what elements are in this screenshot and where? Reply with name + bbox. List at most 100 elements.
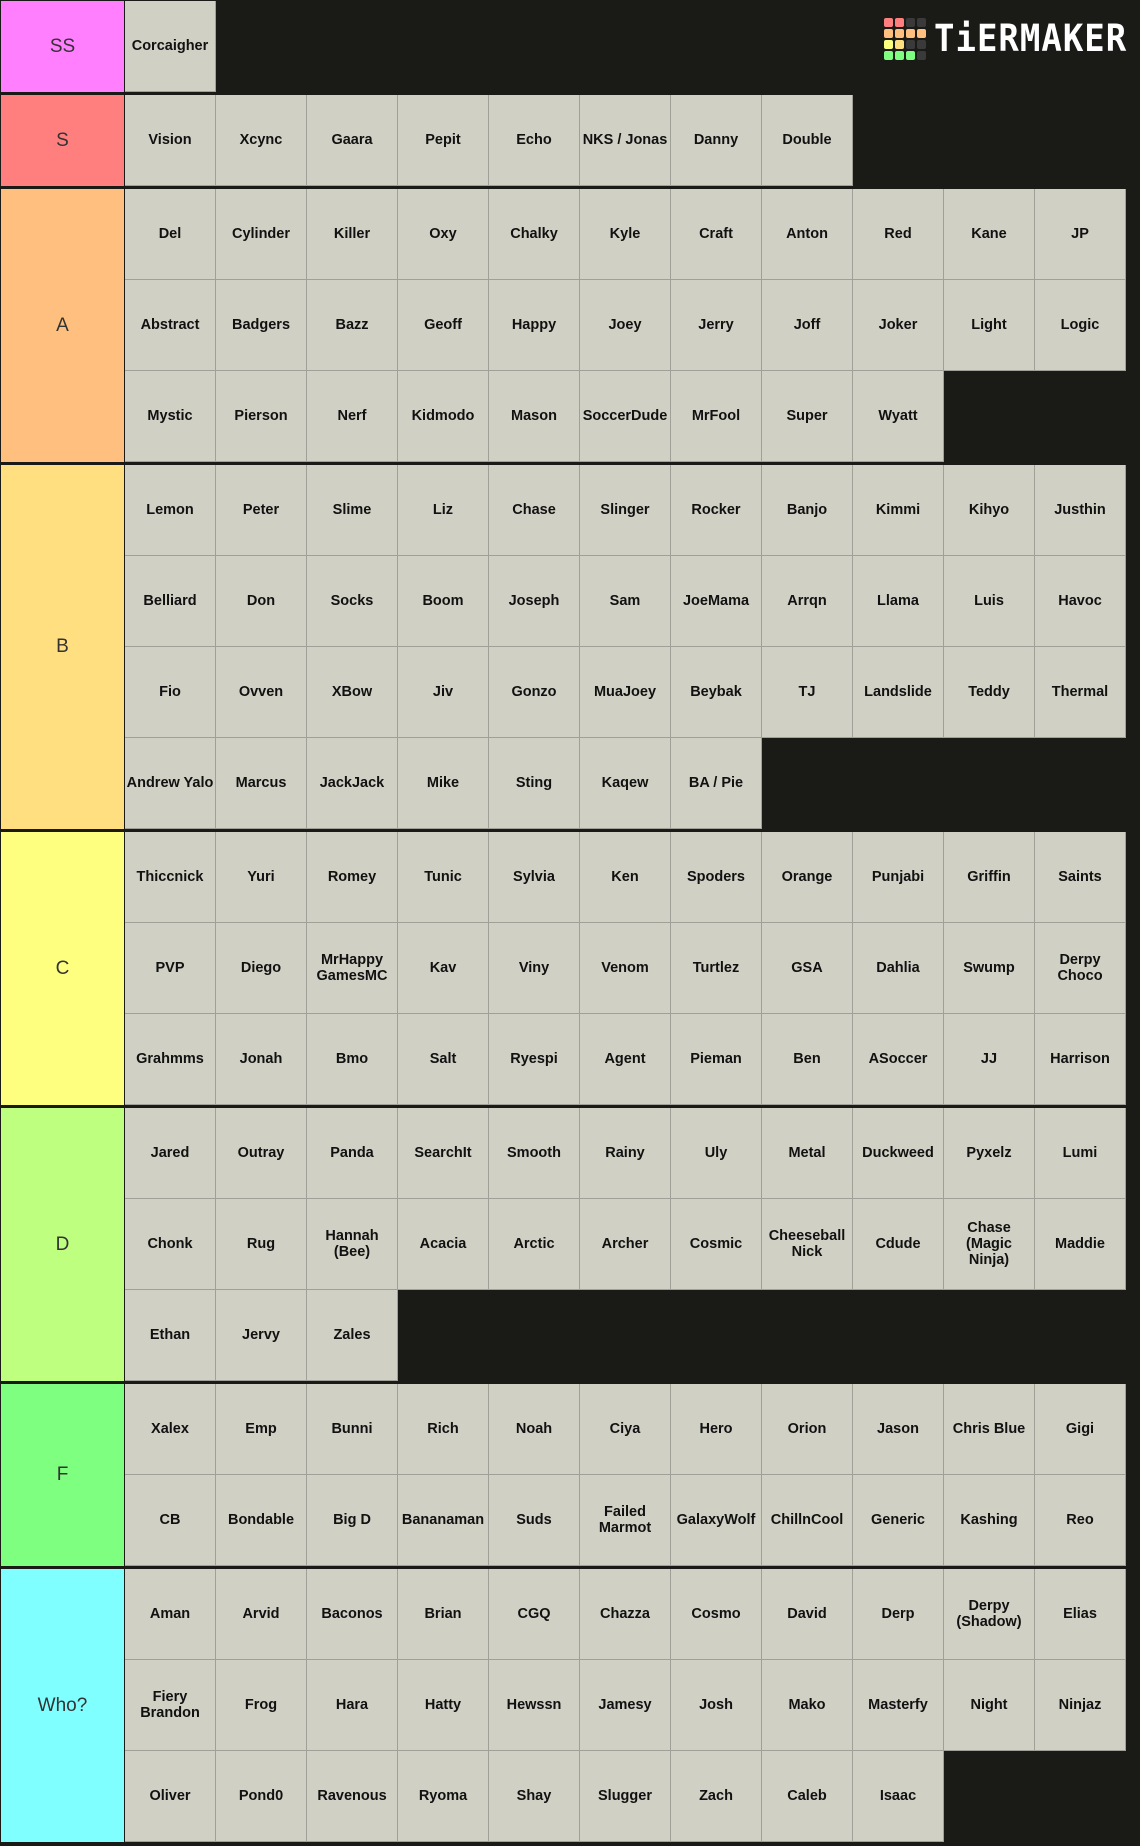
tier-item[interactable]: Kav [398,923,489,1014]
tier-item[interactable]: Slime [307,465,398,556]
tier-item[interactable]: Diego [216,923,307,1014]
tier-item[interactable]: Jared [125,1108,216,1199]
tier-item[interactable]: Cosmic [671,1199,762,1290]
tier-item[interactable]: Kane [944,189,1035,280]
tier-label[interactable]: B [1,465,125,829]
tier-item[interactable]: Llama [853,556,944,647]
tier-item[interactable]: Big D [307,1475,398,1566]
tier-item[interactable]: Pond0 [216,1751,307,1842]
tier-item[interactable]: Andrew Yalo [125,738,216,829]
tier-item[interactable]: Abstract [125,280,216,371]
tier-item[interactable]: Suds [489,1475,580,1566]
tier-label[interactable]: SS [1,1,125,92]
tier-item[interactable]: PVP [125,923,216,1014]
tier-item[interactable]: CGQ [489,1569,580,1660]
tier-item[interactable]: Dahlia [853,923,944,1014]
tier-item[interactable]: Derpy Choco [1035,923,1126,1014]
tier-item[interactable]: David [762,1569,853,1660]
tier-item[interactable]: Brian [398,1569,489,1660]
tier-label[interactable]: A [1,189,125,462]
tier-item[interactable]: Grahmms [125,1014,216,1105]
tier-item[interactable]: Oxy [398,189,489,280]
tier-item[interactable]: Noah [489,1384,580,1475]
tier-item[interactable]: Hatty [398,1660,489,1751]
tier-item[interactable]: Reo [1035,1475,1126,1566]
tier-item[interactable]: Landslide [853,647,944,738]
tier-label[interactable]: C [1,832,125,1105]
tier-item[interactable]: BA / Pie [671,738,762,829]
tier-item[interactable]: Cheeseball Nick [762,1199,853,1290]
tier-item[interactable]: Hara [307,1660,398,1751]
tier-item[interactable]: Danny [671,95,762,186]
tier-item[interactable]: Vision [125,95,216,186]
tier-item[interactable]: Beybak [671,647,762,738]
tier-item[interactable]: Thermal [1035,647,1126,738]
tier-item[interactable]: Acacia [398,1199,489,1290]
tier-item[interactable]: Happy [489,280,580,371]
tier-item[interactable]: XBow [307,647,398,738]
tier-item[interactable]: Venom [580,923,671,1014]
tier-item[interactable]: Hannah (Bee) [307,1199,398,1290]
tier-item[interactable]: Kimmi [853,465,944,556]
tier-item[interactable]: Pierson [216,371,307,462]
tier-item[interactable]: NKS / Jonas [580,95,671,186]
tier-item[interactable]: Ninjaz [1035,1660,1126,1751]
tier-item[interactable]: Harrison [1035,1014,1126,1105]
tier-item[interactable]: Mike [398,738,489,829]
tier-item[interactable]: Pepit [398,95,489,186]
tier-item[interactable]: Kashing [944,1475,1035,1566]
tier-item[interactable]: Hero [671,1384,762,1475]
tier-item[interactable]: Mako [762,1660,853,1751]
tier-item[interactable]: Tunic [398,832,489,923]
tier-item[interactable]: Elias [1035,1569,1126,1660]
tier-item[interactable]: Joff [762,280,853,371]
tier-item[interactable]: Cosmo [671,1569,762,1660]
tier-item[interactable]: Belliard [125,556,216,647]
tier-item[interactable]: Spoders [671,832,762,923]
tier-item[interactable]: JackJack [307,738,398,829]
tier-item[interactable]: Havoc [1035,556,1126,647]
tier-item[interactable]: Sting [489,738,580,829]
tier-item[interactable]: Fiery Brandon [125,1660,216,1751]
tier-item[interactable]: MrFool [671,371,762,462]
tier-item[interactable]: Rich [398,1384,489,1475]
tier-item[interactable]: Gonzo [489,647,580,738]
tier-item[interactable]: Lemon [125,465,216,556]
tier-item[interactable]: Agent [580,1014,671,1105]
tier-item[interactable]: Bondable [216,1475,307,1566]
tier-item[interactable]: MrHappy GamesMC [307,923,398,1014]
tier-item[interactable]: Outray [216,1108,307,1199]
tier-item[interactable]: Logic [1035,280,1126,371]
tier-item[interactable]: Gaara [307,95,398,186]
tier-item[interactable]: Wyatt [853,371,944,462]
tier-item[interactable]: Arvid [216,1569,307,1660]
tier-item[interactable]: Ryespi [489,1014,580,1105]
tier-item[interactable]: Geoff [398,280,489,371]
tier-item[interactable]: Saints [1035,832,1126,923]
tier-item[interactable]: Kyle [580,189,671,280]
tier-item[interactable]: Rocker [671,465,762,556]
tier-item[interactable]: Don [216,556,307,647]
tier-item[interactable]: Jamesy [580,1660,671,1751]
tier-item[interactable]: Mystic [125,371,216,462]
tier-label[interactable]: S [1,95,125,186]
tier-item[interactable]: Chris Blue [944,1384,1035,1475]
tier-item[interactable]: Ciya [580,1384,671,1475]
tier-item[interactable]: Joey [580,280,671,371]
tier-item[interactable]: Jonah [216,1014,307,1105]
tier-item[interactable]: Banjo [762,465,853,556]
tier-item[interactable]: Punjabi [853,832,944,923]
tier-item[interactable]: Cdude [853,1199,944,1290]
tier-item[interactable]: Joseph [489,556,580,647]
tier-item[interactable]: Generic [853,1475,944,1566]
tier-item[interactable]: Jerry [671,280,762,371]
tier-item[interactable]: Luis [944,556,1035,647]
tier-item[interactable]: Chase (Magic Ninja) [944,1199,1035,1290]
tier-item[interactable]: Ryoma [398,1751,489,1842]
tier-item[interactable]: Baconos [307,1569,398,1660]
tier-item[interactable]: Mason [489,371,580,462]
tier-item[interactable]: Ben [762,1014,853,1105]
tier-item[interactable]: Socks [307,556,398,647]
tier-item[interactable]: SearchIt [398,1108,489,1199]
tier-item[interactable]: Chazza [580,1569,671,1660]
